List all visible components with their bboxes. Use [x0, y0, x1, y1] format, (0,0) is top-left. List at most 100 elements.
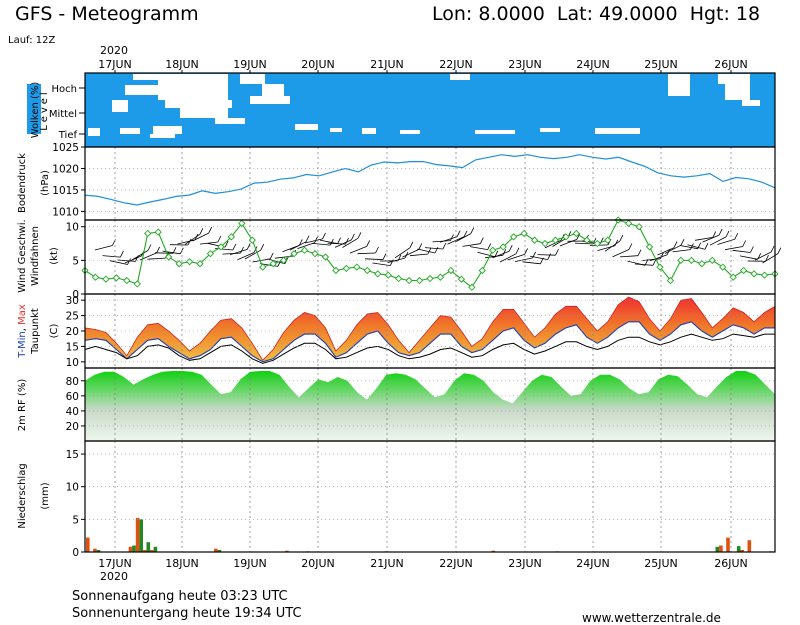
- precip-bar-conv: [715, 546, 720, 552]
- wind-barb-flag: [750, 246, 754, 253]
- wind-speed-point: [164, 253, 173, 261]
- wind-speed-point: [687, 256, 696, 265]
- wind-barb: [679, 245, 698, 250]
- wind-barb-flag: [240, 246, 244, 254]
- wind-barb: [147, 257, 166, 260]
- pressure-unit: (hPa): [40, 170, 51, 196]
- wind-barb: [109, 260, 128, 265]
- wind-barb: [342, 237, 359, 248]
- wind-barb: [439, 236, 458, 243]
- wind-barb-flag: [199, 228, 204, 235]
- y-tick-label: 1015: [52, 185, 79, 197]
- wind-speed-point: [290, 249, 298, 258]
- wind-barb: [702, 234, 720, 243]
- wind-speed-point: [583, 236, 591, 244]
- wind-barb: [694, 237, 713, 241]
- wind-barb: [229, 249, 248, 256]
- clear-sky-block-18: [540, 128, 560, 132]
- wind-speed-point: [739, 266, 748, 275]
- wind-barb-flag: [298, 239, 303, 246]
- y-tick-label: 60: [66, 391, 79, 403]
- precip-bar-conv: [217, 550, 222, 552]
- wind-barb-flag: [576, 233, 581, 240]
- wind-speed-point: [551, 236, 560, 244]
- clear-sky-block-0: [133, 74, 158, 80]
- wind-barb: [304, 238, 323, 244]
- bottom-date-label: 23JUN: [508, 557, 542, 570]
- top-date-label: 21JUN: [370, 58, 404, 71]
- wind-speed-point: [353, 263, 361, 271]
- wind-speed-point: [227, 233, 236, 241]
- precipitation-panel: [86, 518, 773, 552]
- wind-speed-point: [666, 276, 675, 285]
- clear-sky-block-2: [165, 100, 232, 108]
- bottom-date-labels: 17JUN 18JUN 19JUN 20JUN 21JUN 22JUN 23JUN 24JUN…: [98, 557, 748, 570]
- wind-barb: [612, 249, 630, 258]
- wind-speed-point: [645, 243, 654, 251]
- clear-sky-block-11: [215, 118, 245, 124]
- y-tick-label: 30: [66, 295, 79, 307]
- wind-speed-point: [604, 236, 612, 244]
- wind-speed-point: [562, 233, 570, 241]
- temp-unit: (C): [49, 324, 60, 339]
- y-tick-label: 20: [66, 326, 79, 338]
- wind-barbs-title: Windfahnen: [30, 226, 41, 286]
- precip-bar-rain: [491, 550, 496, 552]
- level-label-1: Mittel: [49, 109, 77, 120]
- panel-titles: Wolken (%) Level Bodendruck (hPa) Wind G…: [17, 82, 60, 529]
- top-date-labels: 17JUN 18JUN 19JUN 20JUN 21JUN 22JUN 23JUN 24JUN…: [98, 58, 748, 73]
- wind-barb: [177, 239, 196, 245]
- wind-barb: [312, 243, 331, 246]
- wind-speed-point: [520, 229, 528, 238]
- wind-barb: [687, 244, 706, 250]
- pressure-title: Bodendruck: [17, 153, 28, 213]
- precip-bar-rain: [150, 550, 154, 552]
- wind-speed-point: [102, 275, 110, 283]
- top-date-label: 24JUN: [576, 58, 610, 71]
- level-label-0: Hoch: [52, 84, 77, 95]
- temp-range-area: [85, 297, 775, 362]
- wind-barb-flag: [725, 230, 730, 238]
- y-tick-label: 10: [66, 222, 79, 234]
- wind-barb: [514, 257, 533, 262]
- wind-barb-flag: [547, 253, 552, 260]
- wind-barb-flag: [260, 244, 265, 251]
- wind-barb-flag: [660, 252, 664, 259]
- clear-sky-block-8: [240, 74, 265, 84]
- wind-barb-flag: [246, 243, 251, 250]
- precip-bar-conv: [736, 546, 741, 552]
- wind-barb: [357, 252, 376, 255]
- clear-sky-block-12: [295, 124, 318, 130]
- wind-speed-point: [593, 239, 601, 248]
- clear-sky-block-17: [475, 130, 515, 134]
- wind-barb: [574, 242, 594, 245]
- wind-speed-point: [708, 256, 716, 265]
- wind-barb: [537, 254, 556, 256]
- wind-barb: [162, 250, 181, 255]
- wind-barb-flag: [463, 230, 468, 237]
- precip-bar-rain: [135, 518, 140, 552]
- clear-sky-block-22: [742, 100, 760, 106]
- clear-sky-block-14: [362, 128, 376, 134]
- wind-speed-point: [468, 283, 476, 291]
- year-label-top: 2020: [100, 44, 128, 57]
- y-tick-label: 5: [72, 255, 79, 267]
- wind-speed-point: [91, 273, 100, 281]
- wind-barb-flag: [434, 246, 439, 254]
- sunrise-text: Sonnenaufgang heute 03:23 UTC: [72, 589, 288, 604]
- wind-barb-flag: [742, 240, 747, 247]
- wind-speed-point: [123, 276, 131, 285]
- wind-barb-flag: [614, 239, 619, 246]
- wind-title: Wind Geschwi.: [17, 219, 28, 292]
- wind-barb: [664, 244, 682, 254]
- pressure-line: [84, 154, 776, 206]
- wind-barb-flag: [156, 246, 160, 254]
- top-date-label: 25JUN: [644, 58, 678, 71]
- source-link[interactable]: www.wetterzentrale.de: [582, 611, 721, 625]
- top-date-label: 17JUN: [98, 58, 132, 71]
- bottom-date-label: 24JUN: [576, 557, 610, 570]
- wind-speed-point: [269, 260, 277, 268]
- wind-speed-point: [447, 266, 455, 275]
- y-tick-label: 25: [66, 311, 79, 323]
- wind-speed-point: [196, 260, 204, 268]
